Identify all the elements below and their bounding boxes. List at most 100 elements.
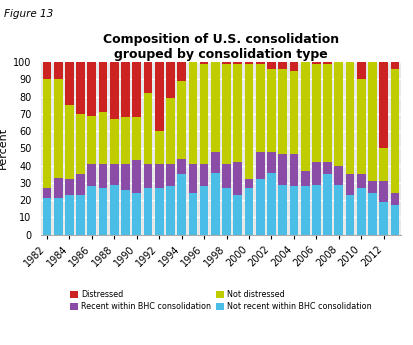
Bar (132, 193, 141, 235)
Bar (357, 188, 366, 235)
Legend: Distressed, Recent within BHC consolidation, Not distressed, Not recent within B: Distressed, Recent within BHC consolidat… (67, 287, 375, 315)
Bar (43, 198, 51, 235)
Bar (132, 62, 141, 117)
Bar (177, 174, 186, 235)
Bar (121, 117, 130, 164)
Bar (155, 62, 164, 131)
Bar (110, 164, 119, 185)
Bar (200, 164, 209, 186)
Bar (43, 188, 51, 198)
Bar (256, 179, 265, 235)
Bar (244, 179, 254, 188)
Bar (290, 186, 298, 235)
Bar (76, 195, 85, 235)
Bar (121, 190, 130, 235)
Bar (110, 185, 119, 235)
Bar (144, 62, 152, 93)
Bar (54, 79, 62, 178)
Bar (65, 62, 74, 105)
Bar (76, 114, 85, 174)
Bar (301, 186, 310, 235)
Bar (335, 62, 343, 166)
Bar (323, 62, 332, 64)
Bar (312, 185, 321, 235)
Bar (323, 174, 332, 235)
Bar (233, 62, 242, 64)
Bar (155, 188, 164, 235)
Bar (256, 152, 265, 179)
Bar (301, 62, 310, 171)
Bar (65, 105, 74, 179)
Bar (166, 186, 175, 235)
Bar (346, 62, 354, 174)
Bar (155, 131, 164, 164)
Bar (211, 152, 220, 172)
Bar (88, 62, 96, 116)
Bar (222, 62, 231, 64)
Bar (166, 62, 175, 98)
Bar (233, 195, 242, 235)
Bar (368, 193, 377, 235)
Bar (244, 188, 254, 235)
Bar (144, 188, 152, 235)
Bar (211, 172, 220, 235)
Bar (76, 62, 85, 114)
Bar (278, 185, 287, 235)
Bar (290, 62, 298, 71)
Bar (177, 81, 186, 159)
Bar (244, 64, 254, 179)
Bar (256, 62, 265, 64)
Bar (278, 62, 287, 69)
Bar (301, 171, 310, 186)
Bar (166, 164, 175, 186)
Bar (368, 62, 377, 181)
Bar (233, 64, 242, 162)
Bar (200, 186, 209, 235)
Bar (267, 62, 276, 69)
Bar (99, 112, 107, 164)
Bar (222, 164, 231, 188)
Bar (346, 174, 354, 195)
Text: Figure 13: Figure 13 (4, 9, 53, 19)
Bar (99, 164, 107, 188)
Bar (99, 62, 107, 112)
Bar (88, 116, 96, 164)
Bar (391, 69, 399, 193)
Bar (76, 174, 85, 195)
Bar (99, 188, 107, 235)
Bar (368, 181, 377, 193)
Bar (65, 179, 74, 195)
Bar (335, 166, 343, 185)
Bar (121, 62, 130, 117)
Bar (323, 162, 332, 174)
Bar (88, 186, 96, 235)
Bar (166, 98, 175, 164)
Bar (177, 159, 186, 174)
Bar (391, 193, 399, 205)
Bar (54, 178, 62, 198)
Bar (88, 164, 96, 186)
Bar (110, 119, 119, 164)
Bar (290, 71, 298, 154)
Bar (335, 185, 343, 235)
Bar (357, 174, 366, 188)
Bar (380, 181, 388, 202)
Bar (144, 164, 152, 188)
Bar (222, 188, 231, 235)
Bar (256, 64, 265, 152)
Y-axis label: Percent: Percent (0, 127, 8, 169)
Bar (380, 202, 388, 235)
Bar (290, 154, 298, 186)
Bar (188, 193, 197, 235)
Bar (391, 205, 399, 235)
Bar (144, 93, 152, 164)
Bar (177, 62, 186, 81)
Bar (357, 62, 366, 79)
Bar (357, 79, 366, 174)
Bar (200, 62, 209, 64)
Bar (188, 164, 197, 193)
Bar (312, 62, 321, 64)
Bar (267, 69, 276, 152)
Bar (54, 62, 62, 79)
Bar (278, 154, 287, 185)
